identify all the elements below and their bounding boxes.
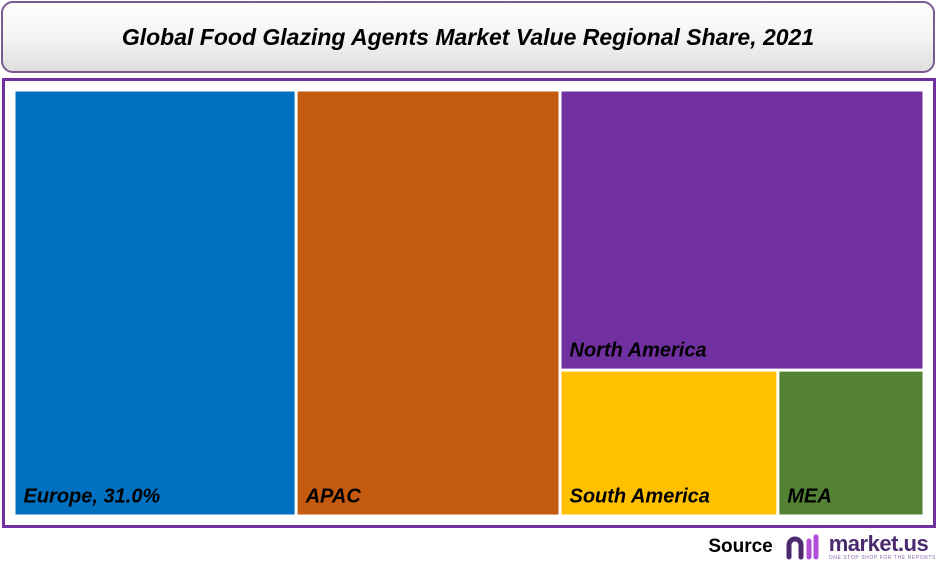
chart-title: Global Food Glazing Agents Market Value … — [121, 23, 815, 50]
tile-south-america — [561, 371, 777, 515]
market-us-logo-icon — [786, 534, 819, 560]
tile-label-south-america: South America — [570, 486, 710, 508]
treemap: Europe, 31.0% APAC North America South Amer… — [15, 91, 923, 515]
tile-europe — [15, 91, 295, 515]
logo-tagline: ONE STOP SHOP FOR THE REPORTS — [828, 555, 936, 561]
tile-apac — [297, 91, 559, 515]
tile-label-mea: MEA — [787, 486, 831, 508]
chart-frame: Europe, 31.0% APAC North America South Amer… — [2, 78, 936, 528]
tile-north-america — [561, 91, 923, 369]
tile-mea — [779, 371, 923, 515]
tile-label-apac: APAC — [305, 486, 362, 508]
tile-label-europe: Europe, 31.0% — [24, 486, 161, 508]
source-label: Source — [708, 536, 773, 557]
logo-name: market.us — [828, 531, 929, 556]
market-us-logo[interactable]: market.us ONE STOP SHOP FOR THE REPORTS — [829, 533, 936, 561]
source-attribution: Source market.us ONE STOP SHOP FOR THE R… — [708, 532, 936, 562]
chart-title-box: Global Food Glazing Agents Market Value … — [1, 1, 935, 73]
tile-label-north-america: North America — [570, 340, 707, 362]
